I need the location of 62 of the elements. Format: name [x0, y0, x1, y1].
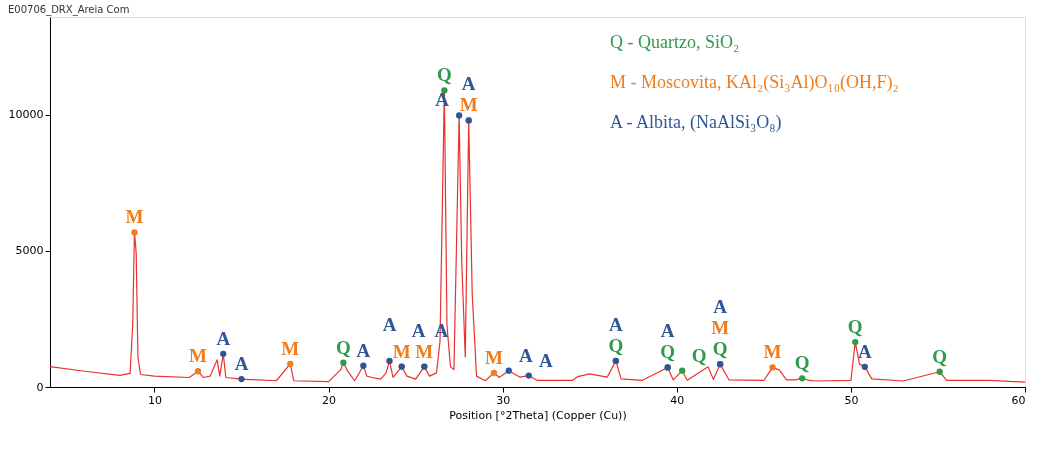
y-tick-label: 5000	[15, 244, 44, 258]
data-label: A	[608, 313, 623, 335]
y-tick-label: 10000	[8, 108, 44, 122]
point	[220, 350, 227, 357]
point	[386, 357, 393, 365]
point	[861, 363, 868, 371]
data-label: M	[281, 337, 300, 359]
text: M - Moscovita, KAl₂(Si₃Al)O₁₀(OH,F)₂	[610, 72, 899, 93]
point	[798, 375, 806, 382]
point	[238, 375, 245, 383]
chart-title: E00706_DRX_Areia Com	[8, 4, 130, 16]
data-label: Q	[436, 64, 452, 86]
data-label: M	[125, 206, 144, 228]
data-label: M	[459, 94, 478, 116]
data-label: M	[711, 317, 730, 339]
data-label: A	[857, 340, 872, 362]
data-label: M	[485, 346, 503, 368]
data-label: A	[660, 320, 675, 342]
data-label: A	[216, 327, 231, 349]
x-axis-title: Position [°2Theta] (Copper (Cu))	[449, 408, 627, 422]
data-label: Q	[932, 345, 948, 367]
data-label: Q	[608, 334, 624, 356]
x-tick-label: 10	[147, 393, 162, 407]
data-label: A	[518, 344, 533, 366]
point	[490, 369, 498, 377]
data-label: Q	[691, 344, 707, 366]
data-label: A	[713, 296, 728, 318]
data-label: M	[763, 341, 782, 363]
point	[131, 229, 138, 236]
point	[525, 372, 532, 379]
point	[769, 364, 776, 371]
data-label: Q	[847, 316, 863, 338]
x-tick-label: 50	[844, 393, 859, 407]
data-label: Q	[335, 336, 351, 358]
data-label: M	[189, 345, 208, 367]
data-label: Q	[660, 341, 676, 363]
point	[455, 112, 463, 119]
text: A - Albita, (NaAlSi₃O₈)	[610, 112, 782, 133]
text: Q - Quartzo, SiO₂	[610, 32, 740, 52]
point	[287, 360, 294, 368]
point	[505, 367, 512, 374]
data-label: A	[234, 353, 249, 375]
x-tick-label: 20	[322, 393, 337, 407]
point	[679, 367, 686, 374]
data-label: Q	[794, 352, 810, 374]
x-tick-label: 40	[670, 393, 685, 407]
x-tick-label: 30	[496, 393, 511, 407]
point	[852, 338, 859, 346]
data-label: A	[538, 349, 553, 371]
point	[360, 362, 367, 369]
y-tick-label: 0	[36, 380, 44, 394]
point	[936, 368, 943, 375]
data-label: A	[382, 313, 397, 335]
data-label: M	[392, 340, 411, 362]
data-label: A	[411, 319, 426, 341]
x-tick-label: 60	[1011, 393, 1026, 407]
data-label: M	[415, 340, 434, 362]
point	[194, 368, 202, 375]
point	[340, 359, 347, 366]
data-label: A	[461, 73, 476, 95]
data-label: Q	[712, 338, 728, 360]
data-label: A	[356, 339, 371, 361]
